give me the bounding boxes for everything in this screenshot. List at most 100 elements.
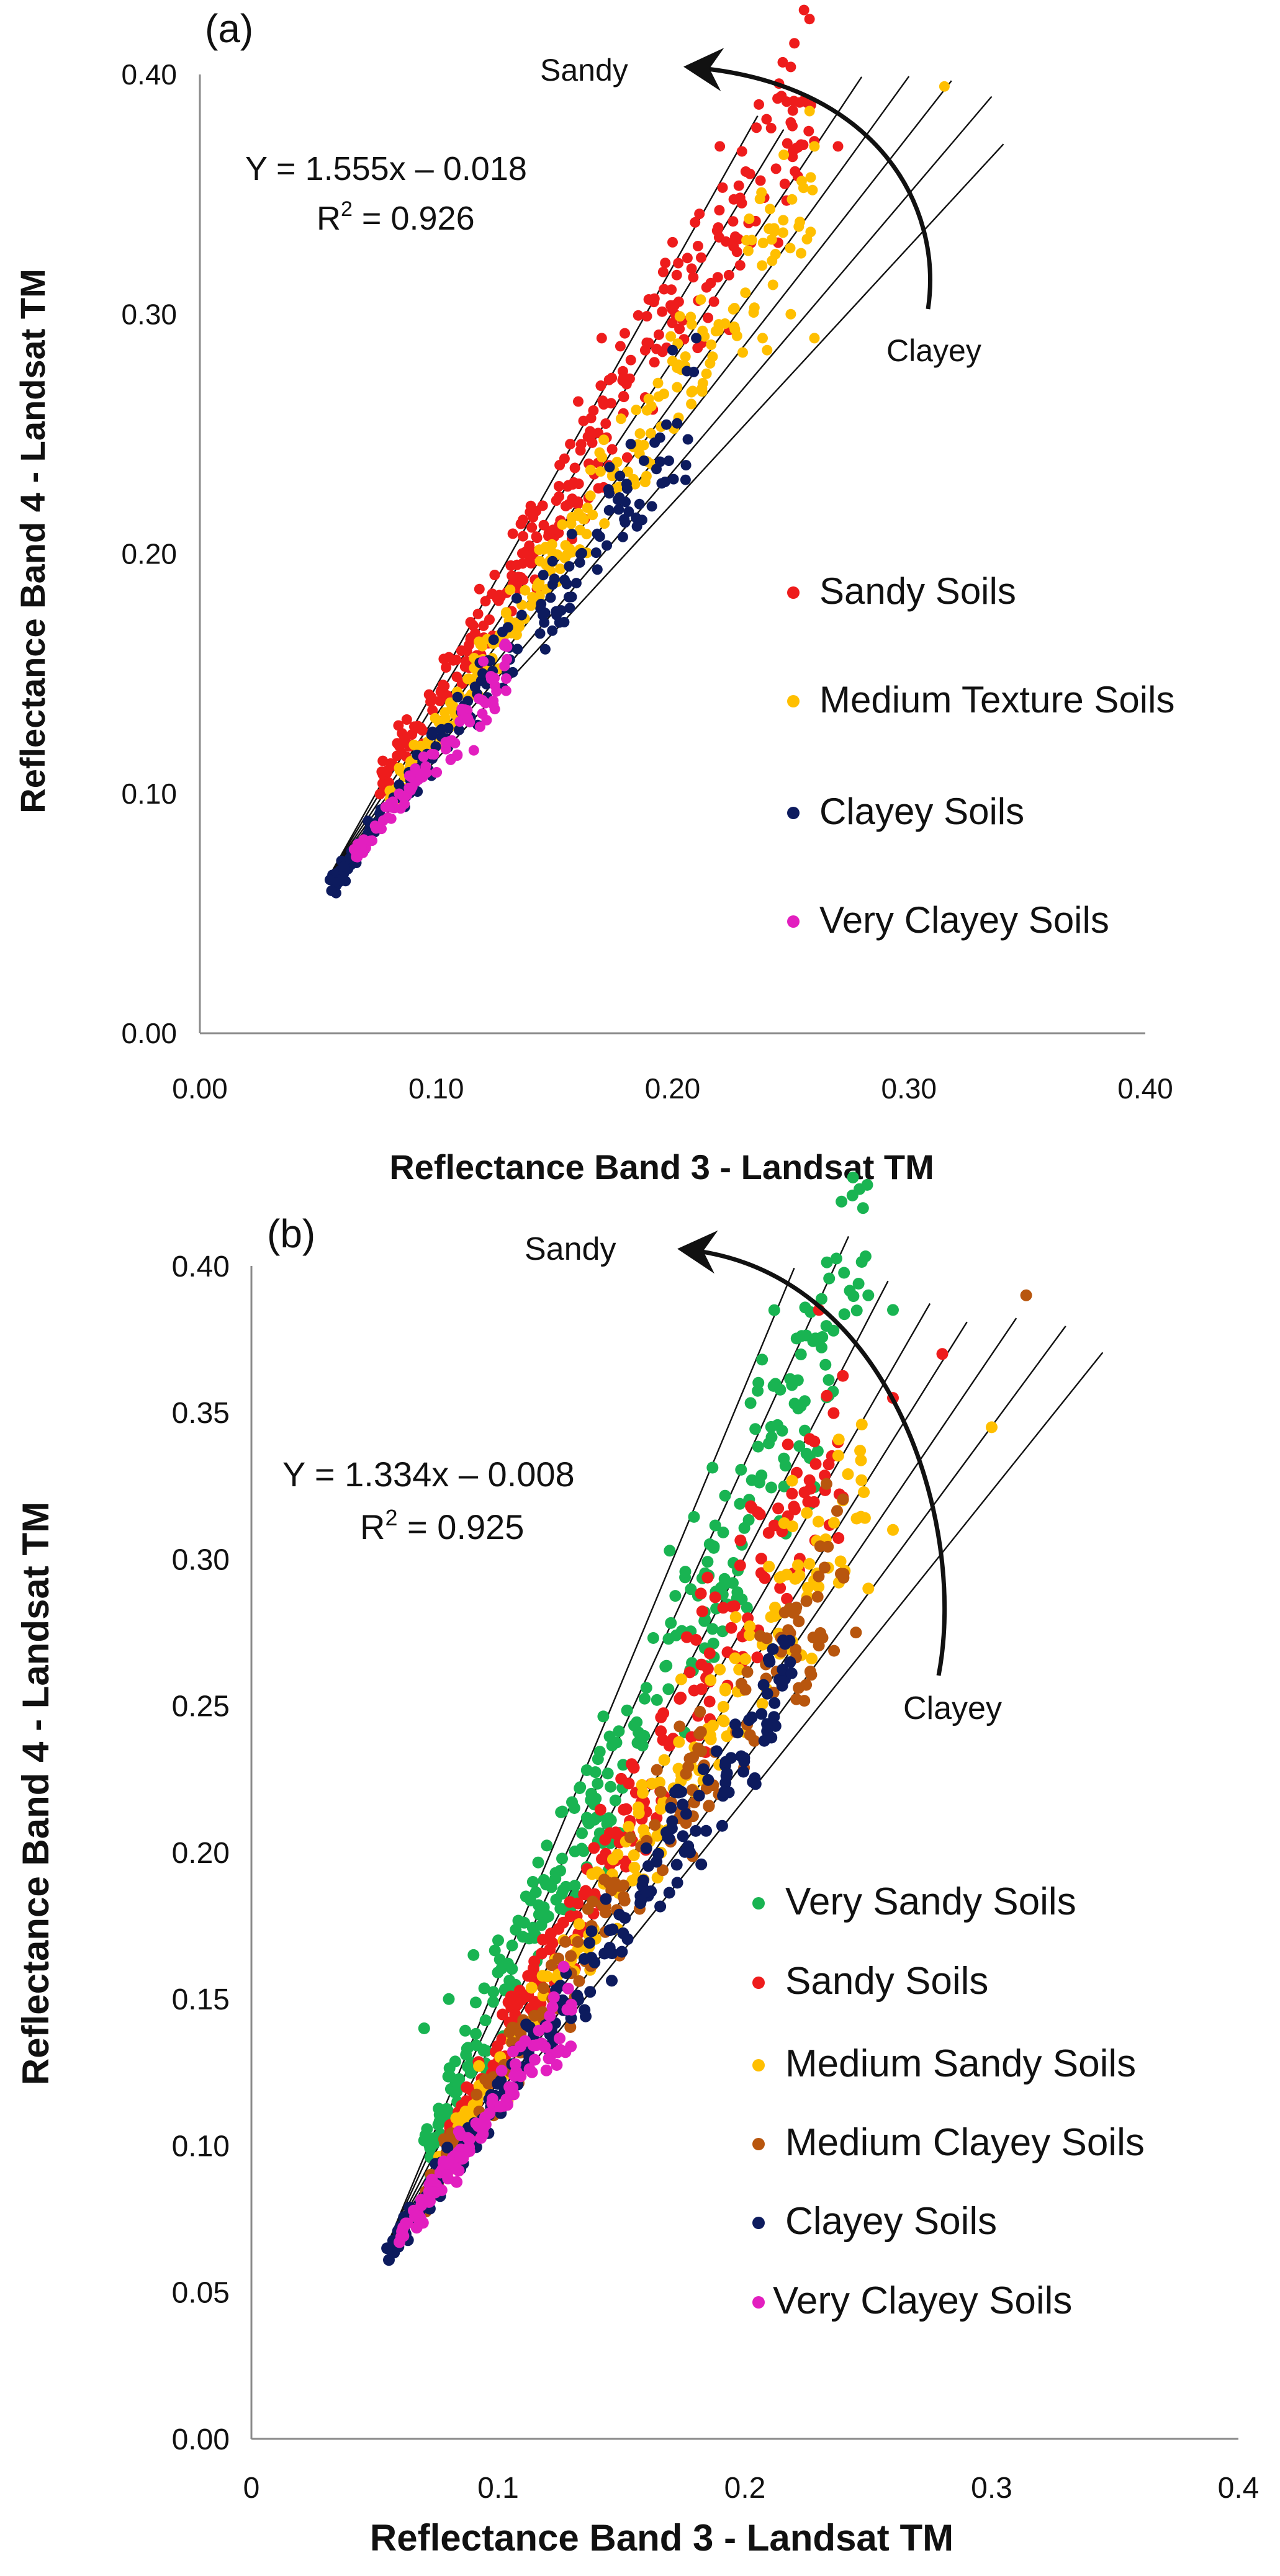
- data-point-medium-texture-soils: [707, 351, 718, 362]
- data-point-very-clayey-soils: [474, 721, 485, 732]
- data-point-clayey-soils: [539, 644, 551, 655]
- data-point-very-sandy-soils: [569, 1880, 581, 1892]
- data-point-clayey-soils: [670, 1859, 683, 1871]
- x-tick-label-b: 0: [243, 2472, 260, 2505]
- data-point-clayey-soils: [604, 462, 615, 473]
- data-point-medium-texture-soils: [674, 311, 685, 322]
- y-axis-title-b: Reflectance Band 4 - Landsat TM: [15, 1502, 56, 2085]
- data-point-sandy-soils: [692, 241, 703, 251]
- data-point-very-sandy-soils: [706, 1623, 719, 1635]
- data-point-very-sandy-soils: [418, 2022, 430, 2034]
- data-point-clayey-soils: [566, 591, 577, 603]
- data-point-very-clayey-soils: [539, 2041, 551, 2053]
- data-point-medium-texture-soils: [594, 447, 605, 458]
- data-point-sandy-soils: [480, 596, 491, 607]
- data-point-very-sandy-soils: [569, 1845, 581, 1857]
- data-point-medium-sandy-soils: [862, 1582, 875, 1595]
- x-ticks-a: 0.00 0.10 0.20 0.30 0.40: [172, 1072, 1173, 1105]
- data-point-very-clayey-soils: [449, 738, 461, 748]
- legend-item-clayey-soils-a: Clayey Soils: [787, 791, 1024, 832]
- data-point-clayey-soils: [436, 724, 447, 735]
- data-point-very-clayey-soils: [462, 713, 474, 724]
- data-point-very-clayey-soils: [397, 2230, 410, 2242]
- data-point-sandy-soils: [781, 1592, 793, 1605]
- data-point-medium-clayey-soils: [790, 1604, 802, 1616]
- data-point-very-sandy-soils: [709, 1519, 721, 1532]
- data-point-clayey-soils: [758, 1735, 770, 1747]
- data-point-very-clayey-soils: [480, 698, 491, 709]
- data-point-sandy-soils: [505, 560, 516, 571]
- legend-marker-very-sandy-soils-b: [752, 1897, 765, 1910]
- data-point-sandy-soils: [625, 354, 636, 366]
- data-point-clayey-soils: [764, 1656, 776, 1668]
- x-tick-label-b: 0.3: [971, 2472, 1012, 2505]
- data-point-sandy-soils: [564, 1910, 577, 1923]
- data-point-clayey-soils: [631, 521, 642, 532]
- data-point-sandy-soils: [751, 1651, 764, 1664]
- data-point-clayey-soils: [646, 501, 657, 512]
- data-point-clayey-soils: [324, 874, 335, 886]
- data-point-medium-sandy-soils: [636, 1779, 648, 1791]
- data-point-sandy-soils: [804, 14, 815, 25]
- data-point-very-sandy-soils: [746, 1474, 758, 1486]
- data-point-medium-sandy-soils: [633, 1807, 645, 1820]
- data-point-sandy-soils: [777, 56, 788, 68]
- data-point-medium-sandy-soils: [855, 1418, 868, 1430]
- data-point-sandy-soils: [832, 1532, 845, 1544]
- annotation-clayey-a: Clayey: [886, 333, 981, 368]
- data-point-medium-texture-soils: [786, 194, 798, 205]
- data-point-very-sandy-soils: [838, 1308, 850, 1321]
- data-point-clayey-soils: [507, 666, 518, 678]
- annotation-sandy-b: Sandy: [525, 1231, 616, 1267]
- series-very-clayey-soils-a: [348, 638, 513, 863]
- data-point-medium-clayey-soils: [754, 1630, 767, 1642]
- data-point-sandy-soils: [785, 61, 796, 73]
- data-point-medium-clayey-soils: [741, 1666, 754, 1678]
- data-point-medium-clayey-soils: [657, 1864, 669, 1877]
- data-point-very-sandy-soils: [752, 1440, 764, 1453]
- data-point-very-sandy-soils: [651, 1694, 663, 1706]
- data-point-medium-sandy-soils: [806, 1653, 818, 1665]
- data-point-medium-texture-soils: [756, 187, 767, 198]
- data-point-very-clayey-soils: [451, 2176, 463, 2188]
- data-point-very-sandy-soils: [738, 1522, 750, 1534]
- data-point-sandy-soils: [690, 217, 701, 228]
- data-point-medium-sandy-soils: [756, 1698, 768, 1710]
- data-point-medium-sandy-soils: [638, 1824, 650, 1836]
- data-point-medium-clayey-soils: [811, 1591, 824, 1603]
- data-point-clayey-soils: [666, 1815, 678, 1828]
- data-point-medium-clayey-soils: [820, 1478, 832, 1490]
- data-point-very-sandy-soils: [823, 1374, 835, 1386]
- data-point-very-sandy-soils: [847, 1171, 859, 1183]
- legend-item-very-clayey-soils-a: Very Clayey Soils: [787, 899, 1109, 941]
- data-point-very-sandy-soils: [823, 1272, 836, 1285]
- data-point-sandy-soils: [837, 1370, 849, 1382]
- data-point-clayey-soils: [613, 504, 624, 515]
- data-point-very-clayey-soils: [526, 2066, 538, 2078]
- data-point-clayey-soils: [600, 1893, 612, 1905]
- data-point-sandy-soils: [786, 1488, 798, 1500]
- data-point-clayey-soils: [584, 1986, 597, 1998]
- data-point-sandy-soils: [600, 418, 611, 429]
- data-point-very-clayey-soils: [418, 751, 429, 762]
- data-point-very-sandy-soils: [714, 1582, 727, 1594]
- data-point-very-sandy-soils: [617, 1759, 629, 1771]
- data-point-very-sandy-soils: [577, 1845, 590, 1857]
- data-point-medium-texture-soils: [713, 319, 724, 330]
- data-point-very-sandy-soils: [610, 1736, 623, 1749]
- data-point-very-sandy-soils: [855, 1256, 868, 1268]
- data-point-clayey-soils: [588, 1956, 601, 1968]
- data-point-sandy-soils: [808, 1435, 821, 1448]
- data-point-medium-sandy-soils: [828, 1517, 840, 1529]
- data-point-clayey-soils: [488, 634, 499, 645]
- data-point-medium-sandy-soils: [705, 1674, 717, 1686]
- data-point-sandy-soils: [774, 1582, 786, 1594]
- data-point-medium-texture-soils: [511, 629, 522, 640]
- data-points-b: [381, 1171, 1032, 2266]
- data-point-sandy-soils: [653, 329, 664, 340]
- data-point-medium-sandy-soils: [646, 1777, 659, 1790]
- data-point-clayey-soils: [757, 1679, 770, 1691]
- data-point-very-sandy-soils: [786, 1379, 798, 1391]
- data-point-very-clayey-soils: [489, 704, 500, 715]
- data-point-medium-sandy-soils: [832, 1434, 845, 1446]
